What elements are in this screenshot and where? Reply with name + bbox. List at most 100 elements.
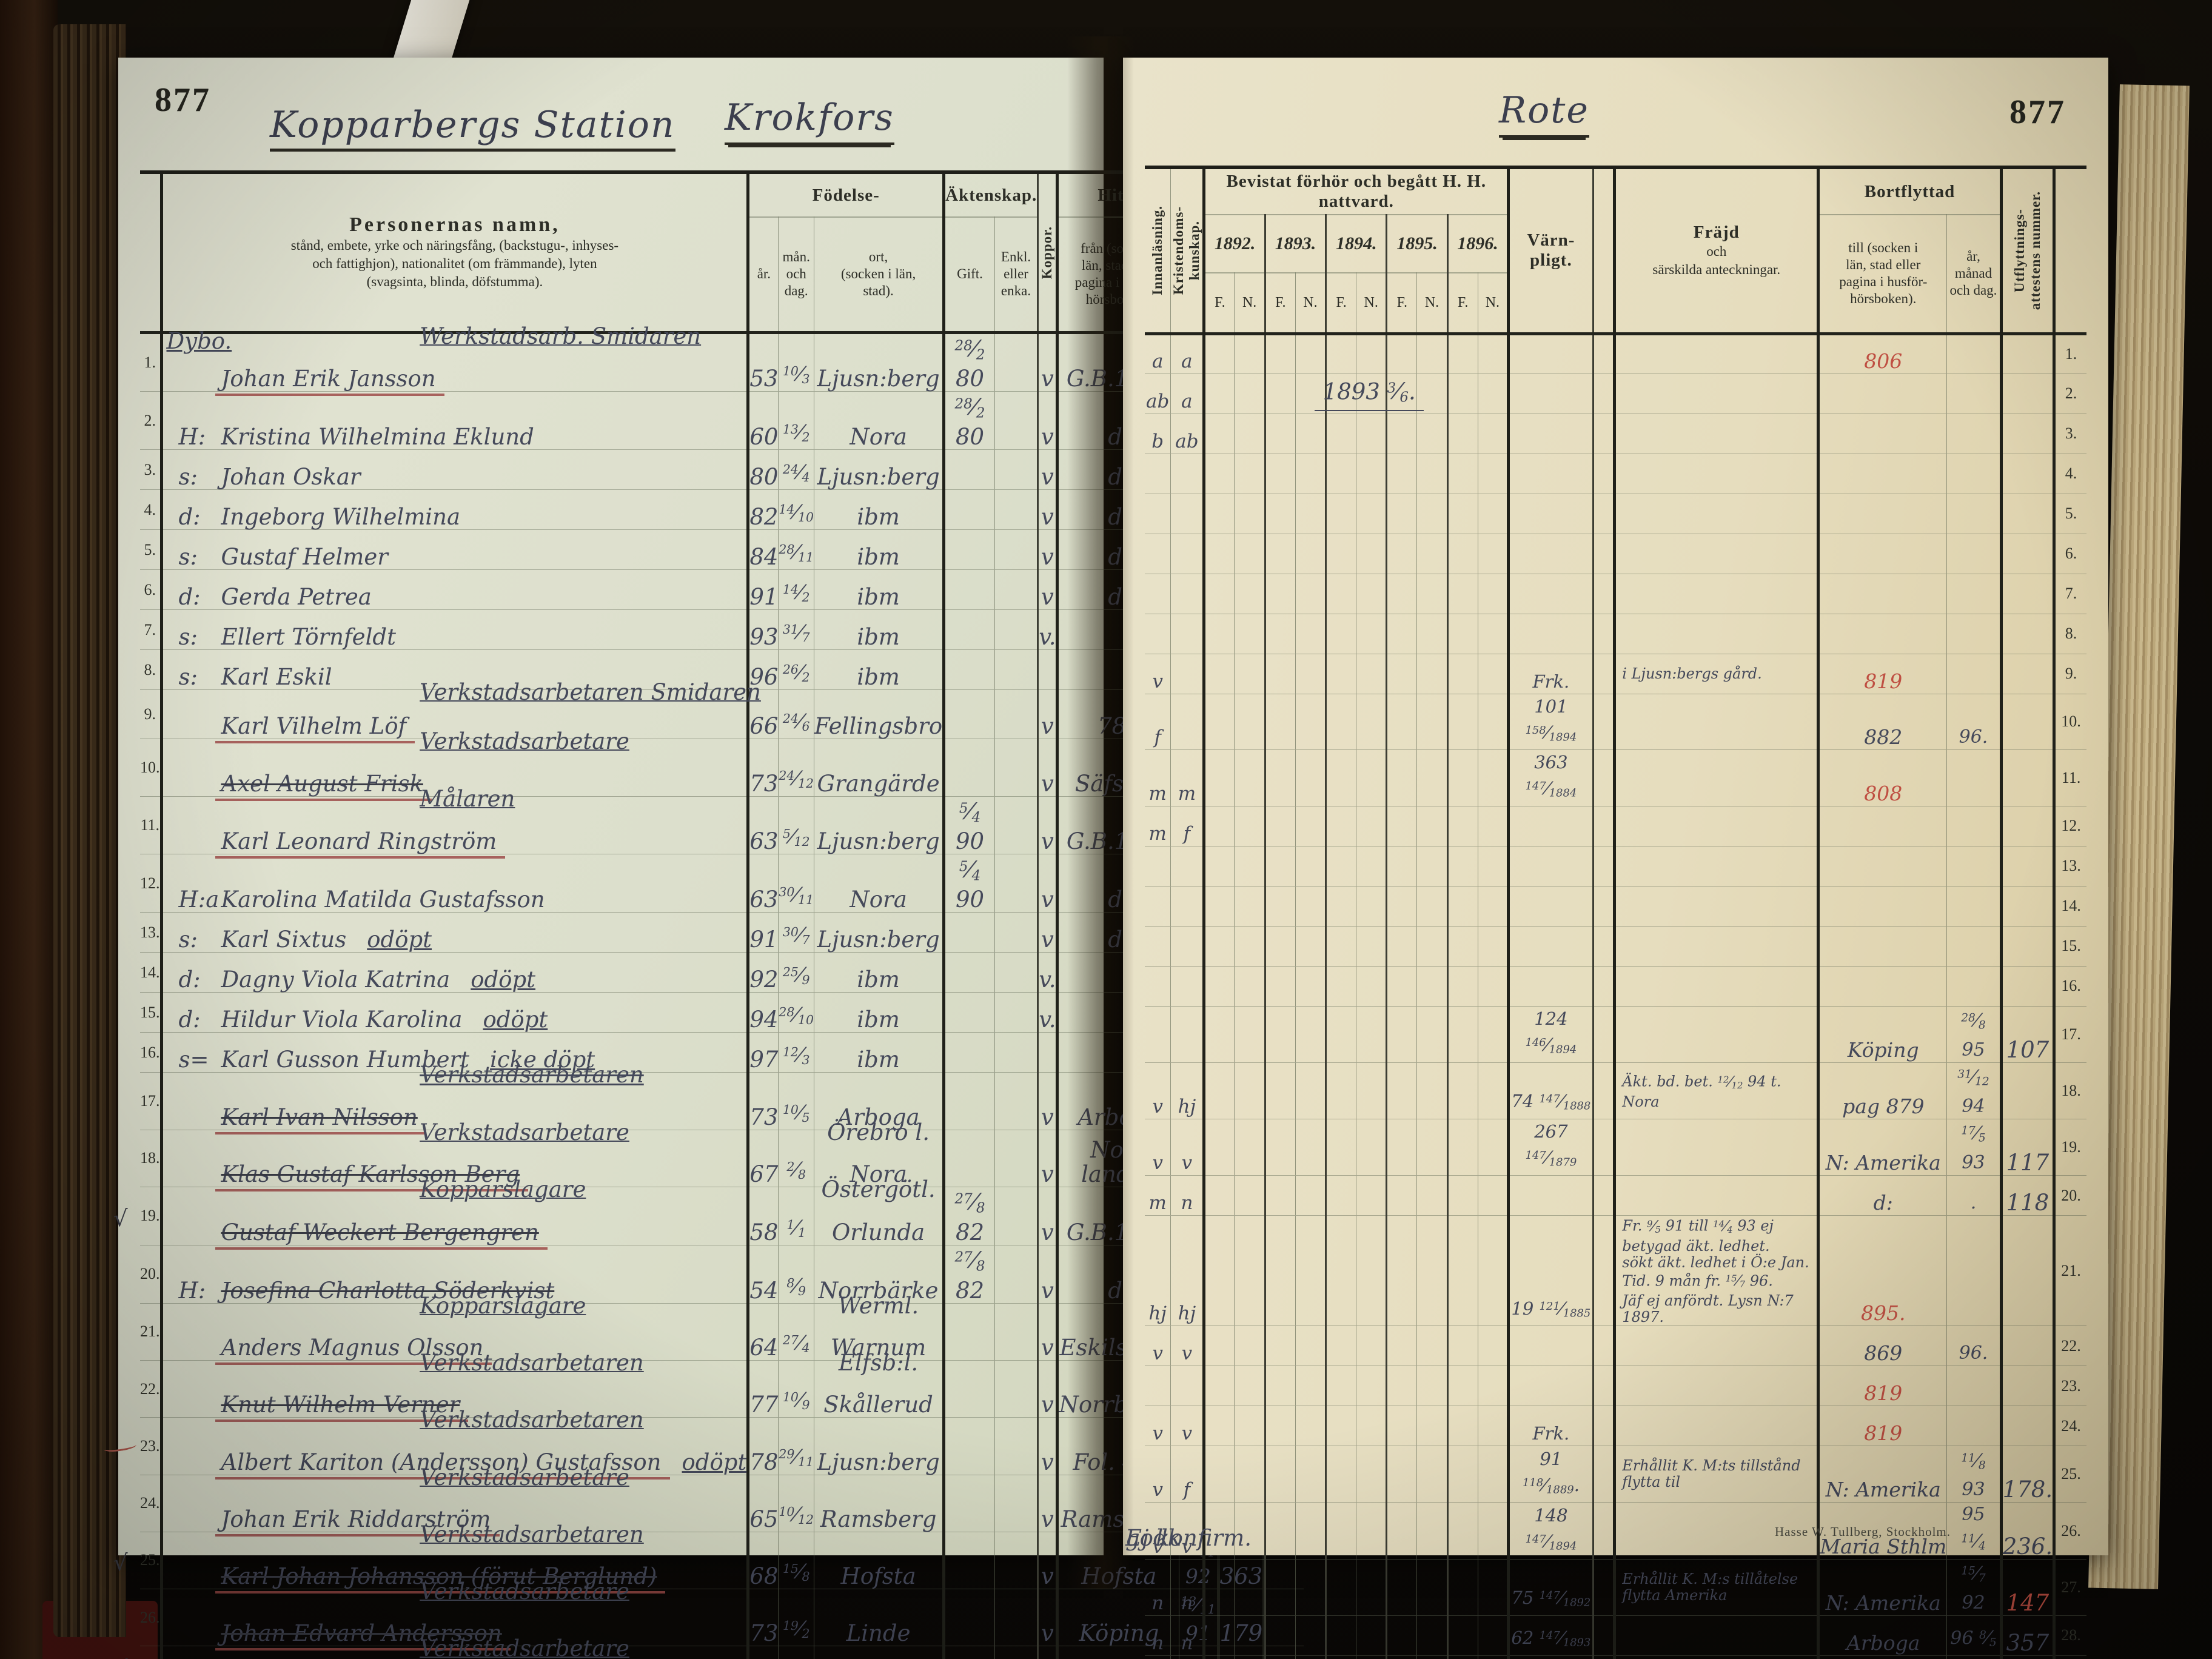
communion-cell [1264, 414, 1296, 454]
movedout-cert-cell [1999, 966, 2054, 1007]
conduct-cell [1613, 806, 1818, 846]
name-cell: s: Karl Sixtus odöpt [159, 912, 748, 953]
cell [994, 796, 1038, 855]
baptism-note: icke döpt [490, 1047, 595, 1073]
table-row: b ab 3. [1145, 414, 2086, 454]
communion-cell [1416, 1559, 1448, 1616]
communion-cell [1416, 1366, 1448, 1407]
catechism-mark [1170, 1366, 1204, 1407]
reading-mark: v [1145, 1326, 1171, 1367]
communion-cell [1446, 654, 1478, 694]
communion-cell [1202, 926, 1235, 967]
movedout-to-cell [1817, 494, 1947, 534]
communion-cell [1477, 374, 1509, 414]
communion-cell [1477, 534, 1509, 574]
communion-cell [1325, 1006, 1356, 1063]
communion-cell [1355, 1366, 1387, 1407]
movedout-to-cell: Maria Sthlm [1817, 1502, 1947, 1560]
movedout-to-cell [1817, 534, 1947, 574]
communion-cell [1446, 574, 1478, 614]
communion-cell [1477, 1655, 1509, 1659]
communion-cell [1325, 1559, 1356, 1616]
row-number: 26. [140, 1589, 161, 1647]
cell [942, 1303, 995, 1361]
communion-cell [1446, 926, 1478, 967]
communion-cell [1355, 926, 1387, 967]
row-number: 14. [140, 952, 161, 993]
cell: 28⁄10 [778, 992, 814, 1033]
conduct-cell: Erhållit K. M:ts tillstånd flytta til [1613, 1446, 1818, 1503]
relation-prefix: d: [178, 504, 201, 531]
cell: v [1037, 449, 1057, 491]
book-cover-edge [0, 0, 58, 1659]
left-page: 877 Kopparbergs Station Krokfors Persone… [103, 58, 1304, 1659]
movedout-cert-cell: 107 [1999, 1006, 2054, 1063]
conduct-cell [1613, 454, 1818, 494]
communion-cell [1355, 1559, 1387, 1616]
cell [994, 391, 1038, 451]
cell: v [1037, 1532, 1057, 1590]
communion-cell [1202, 1215, 1235, 1327]
cell [994, 489, 1038, 531]
blank-cell [1592, 749, 1615, 806]
header-year-1893: 1893. [1264, 215, 1326, 273]
communion-cell [1446, 1366, 1478, 1407]
military-cell: 62 147⁄1893 [1507, 1615, 1594, 1656]
communion-cell [1386, 886, 1417, 927]
cell: v [1037, 1360, 1057, 1418]
communion-cell [1234, 1215, 1265, 1327]
communion-cell [1446, 414, 1478, 454]
conduct-cell [1613, 614, 1818, 654]
cell [942, 739, 995, 797]
cell: Elfsb:l. Skållerud [813, 1350, 944, 1418]
birth-region: Örebro l. [827, 1119, 930, 1145]
row-number: √ 19. [113, 1187, 161, 1245]
row-number: 2. [2053, 374, 2086, 414]
header-f: F. [1325, 273, 1356, 333]
communion-cell [1202, 1446, 1235, 1503]
communion-cell [1355, 1175, 1387, 1216]
movedout-date-cell [1946, 333, 2002, 374]
cell [994, 609, 1038, 651]
header-widowed: Enkl. eller enka. [994, 217, 1038, 332]
cell: 73 [746, 739, 779, 797]
cell: 24⁄12 [778, 739, 814, 797]
catechism-mark [1170, 654, 1204, 694]
military-cell [1507, 1175, 1594, 1216]
communion-cell [1202, 614, 1235, 654]
cell: v [1037, 569, 1057, 611]
cell [994, 992, 1038, 1033]
communion-cell [1386, 333, 1417, 374]
communion-cell [1264, 654, 1296, 694]
name-cell: Kopparslagare Anders Magnus Olsson [159, 1293, 748, 1365]
table-row: 6. d:Gerda Petrea 91 14⁄2 ibm v d: . [140, 569, 1304, 611]
military-cell [1507, 614, 1594, 654]
reading-mark: n [1145, 1615, 1171, 1656]
communion-cell [1264, 749, 1296, 806]
communion-cell [1355, 1615, 1387, 1656]
movedout-date-cell [1946, 886, 2002, 927]
header-names: Personernas namn, stånd, embete, yrke oc… [159, 172, 748, 332]
blank-cell [1592, 966, 1615, 1007]
communion-cell [1416, 926, 1448, 967]
table-row: v Frk. i Ljusn:bergs gård. 819 9. [1145, 654, 2086, 694]
name-cell: Verkstadsarbetare Axel August Frisk [159, 729, 748, 801]
reading-mark: v [1145, 654, 1171, 694]
cell: 84 [746, 529, 779, 571]
movedout-to-cell: d: [1817, 1175, 1947, 1216]
occupation-label: Verkstadsarbetaren [420, 1062, 644, 1088]
catechism-mark: m [1170, 749, 1204, 806]
communion-cell [1325, 926, 1356, 967]
reading-mark: f [1145, 694, 1171, 751]
communion-cell [1477, 494, 1509, 534]
cell: 58 [746, 1187, 779, 1245]
relation-prefix: d: [178, 584, 201, 611]
cell: 73 [746, 1072, 779, 1130]
communion-cell [1355, 574, 1387, 614]
cell: 5⁄4 90 [942, 796, 995, 855]
catechism-mark [1170, 454, 1204, 494]
communion-cell [1355, 534, 1387, 574]
reading-mark: godk. [1125, 1006, 1188, 1550]
conduct-cell [1613, 926, 1818, 967]
